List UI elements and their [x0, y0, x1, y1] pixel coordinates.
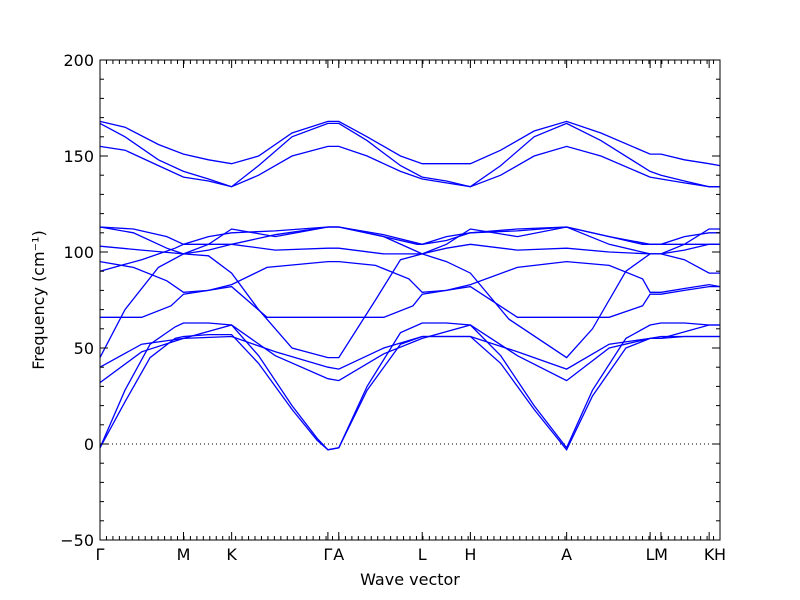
y-axis-ticks: −50 0 50 100 150 200 — [60, 51, 720, 550]
x-tick-label: K — [704, 545, 715, 564]
y-tick-label: 100 — [63, 243, 94, 262]
x-tick-label: L — [646, 545, 655, 564]
band-line-1 — [99, 333, 720, 452]
y-tick-label: 150 — [63, 147, 94, 166]
band-line-14 — [99, 145, 720, 188]
x-tick-label: Γ — [96, 545, 105, 564]
x-tick-label: H — [464, 545, 476, 564]
band-line-7 — [99, 260, 721, 293]
x-tick-label: Γ — [323, 545, 332, 564]
band-lines — [99, 120, 721, 452]
x-tick-label: M — [177, 545, 191, 564]
y-tick-label: −50 — [60, 531, 94, 550]
band-line-4 — [99, 335, 720, 370]
band-line-11 — [99, 226, 720, 255]
y-axis-label: Frequency (cm⁻¹) — [29, 230, 48, 369]
band-line-3 — [99, 324, 720, 384]
x-tick-label: M — [654, 545, 668, 564]
y-tick-label: 200 — [63, 51, 94, 70]
x-tick-label: K — [226, 545, 237, 564]
band-line-10 — [99, 226, 720, 245]
x-tick-label: L — [418, 545, 427, 564]
band-line-2 — [99, 322, 720, 451]
x-tick-label: A — [561, 545, 572, 564]
y-tick-label: 0 — [84, 435, 94, 454]
y-tick-label: 50 — [74, 339, 94, 358]
x-axis-label: Wave vector — [360, 570, 460, 589]
x-tick-label: A — [333, 545, 344, 564]
plot-frame — [99, 59, 721, 541]
band-line-12 — [99, 120, 721, 167]
band-line-13 — [99, 122, 720, 188]
x-tick-label: H — [714, 545, 726, 564]
